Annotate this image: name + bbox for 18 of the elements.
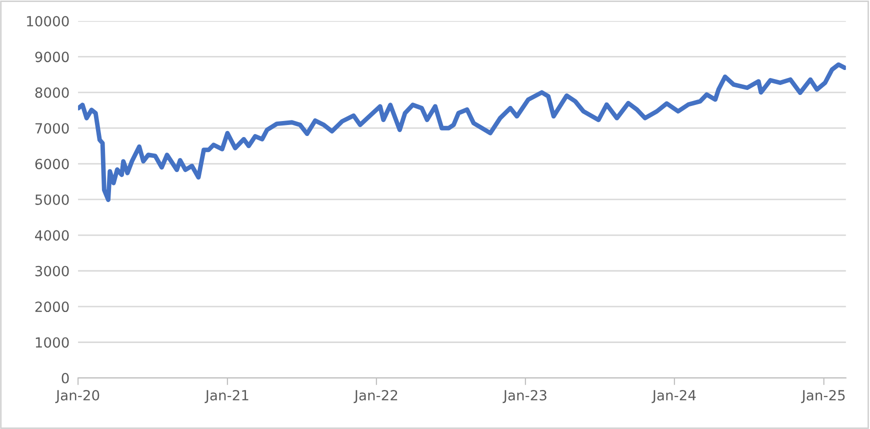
x-tick-label: Jan-20 bbox=[55, 390, 100, 404]
x-tick-label: Jan-23 bbox=[502, 390, 546, 404]
y-tick-label: 2000 bbox=[35, 302, 69, 312]
x-tick-label: Jan-21 bbox=[204, 390, 248, 404]
y-tick-label: 5000 bbox=[35, 194, 69, 205]
y-tick-label: 1000 bbox=[36, 337, 69, 348]
y-tick-label: 4000 bbox=[35, 230, 69, 241]
y-tick-label: 8000 bbox=[35, 87, 69, 98]
y-tick-label: 6000 bbox=[35, 158, 69, 170]
y-tick-label: 10000 bbox=[27, 16, 69, 26]
line-series bbox=[78, 62, 846, 202]
y-tick-label: 3000 bbox=[35, 266, 69, 276]
x-tick-label: Jan-24 bbox=[652, 390, 696, 404]
x-tick-label: Jan-22 bbox=[354, 390, 398, 404]
x-tick-label: Jan-25 bbox=[801, 390, 845, 404]
y-tick-label: 0 bbox=[62, 372, 69, 384]
y-tick-label: 9000 bbox=[35, 52, 69, 62]
y-tick-label: 7000 bbox=[36, 123, 69, 134]
